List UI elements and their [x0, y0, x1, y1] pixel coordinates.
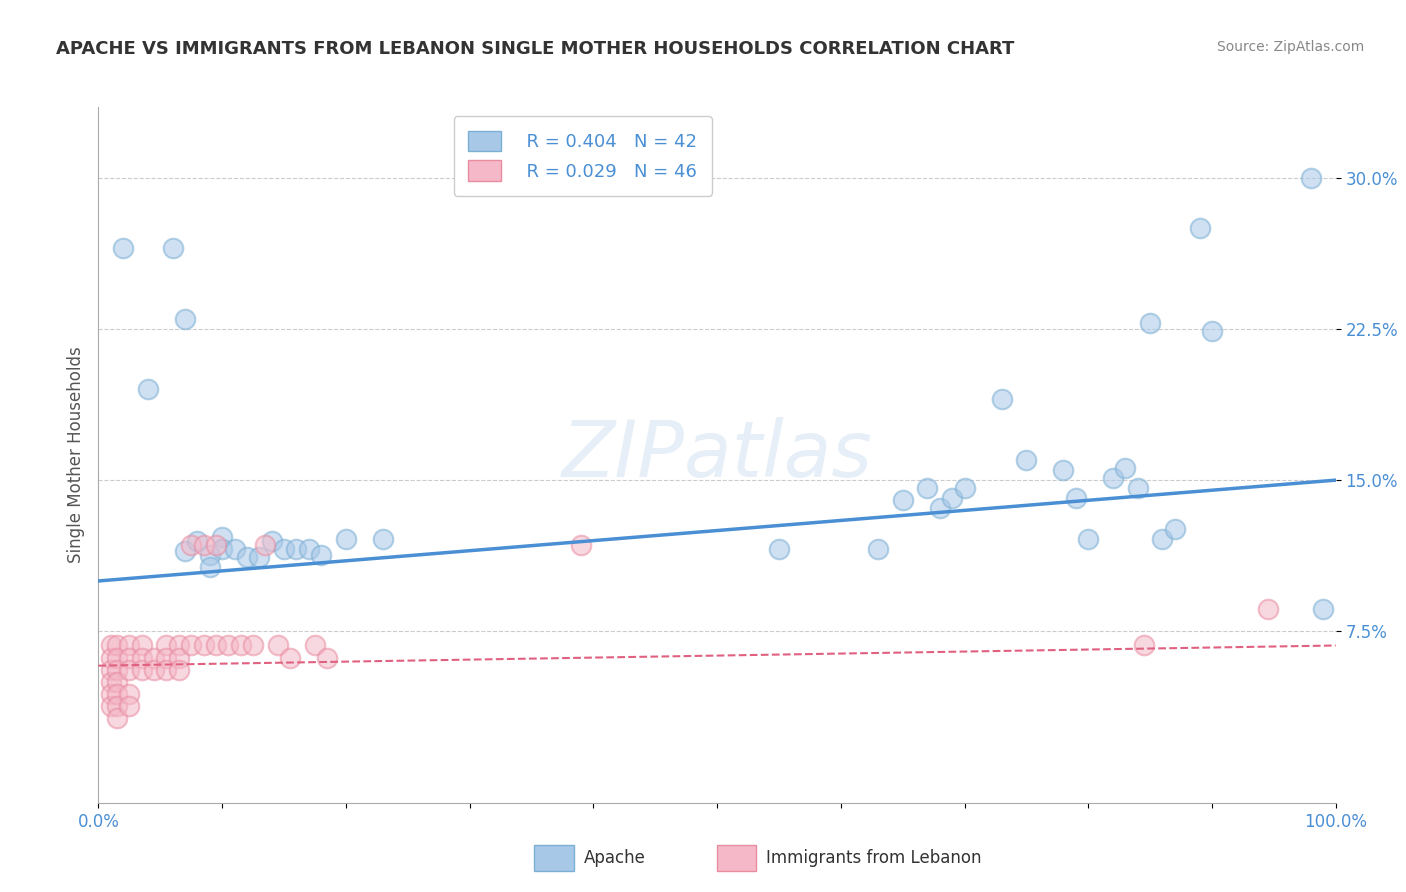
Text: Source: ZipAtlas.com: Source: ZipAtlas.com — [1216, 40, 1364, 54]
Point — [1064, 491, 1087, 506]
Point — [100, 687, 122, 701]
Point — [205, 538, 228, 552]
Point — [131, 650, 153, 665]
Point — [155, 650, 177, 665]
Point — [1152, 532, 1174, 546]
Point — [105, 687, 128, 701]
Text: Immigrants from Lebanon: Immigrants from Lebanon — [766, 849, 981, 867]
Point — [1015, 453, 1038, 467]
Point — [211, 530, 233, 544]
Point — [105, 698, 128, 713]
Point — [229, 639, 252, 653]
Point — [891, 493, 914, 508]
Point — [1114, 461, 1136, 475]
Point — [205, 639, 228, 653]
Point — [260, 533, 283, 548]
Point — [1126, 481, 1149, 495]
Point — [309, 548, 332, 562]
Point — [990, 392, 1012, 407]
Point — [928, 501, 950, 516]
Point — [371, 532, 394, 546]
Point — [167, 650, 190, 665]
Point — [112, 241, 135, 255]
Point — [236, 549, 259, 564]
Point — [105, 663, 128, 677]
Point — [1312, 602, 1334, 616]
Point — [131, 663, 153, 677]
Point — [162, 241, 184, 255]
Point — [193, 538, 215, 552]
Point — [118, 639, 141, 653]
Point — [180, 538, 202, 552]
Point — [118, 663, 141, 677]
Point — [186, 533, 208, 548]
Point — [155, 639, 177, 653]
Point — [211, 541, 233, 556]
Point — [143, 663, 166, 677]
Text: APACHE VS IMMIGRANTS FROM LEBANON SINGLE MOTHER HOUSEHOLDS CORRELATION CHART: APACHE VS IMMIGRANTS FROM LEBANON SINGLE… — [56, 40, 1015, 58]
Point — [143, 650, 166, 665]
Point — [136, 383, 159, 397]
Point — [198, 559, 221, 574]
Point — [1257, 602, 1279, 616]
Point — [273, 541, 295, 556]
Point — [118, 650, 141, 665]
Point — [1052, 463, 1074, 477]
Point — [278, 650, 301, 665]
Point — [316, 650, 339, 665]
Point — [105, 650, 128, 665]
Point — [1133, 639, 1156, 653]
Point — [917, 481, 939, 495]
Point — [866, 541, 889, 556]
Point — [105, 639, 128, 653]
Point — [198, 548, 221, 562]
Point — [1164, 522, 1187, 536]
Point — [174, 311, 197, 326]
Point — [118, 698, 141, 713]
Point — [285, 541, 308, 556]
Point — [118, 687, 141, 701]
Point — [335, 532, 357, 546]
Point — [174, 543, 197, 558]
Point — [768, 541, 790, 556]
Point — [224, 541, 246, 556]
Point — [254, 538, 277, 552]
Point — [100, 639, 122, 653]
Point — [105, 711, 128, 725]
Point — [1102, 471, 1125, 485]
Point — [100, 663, 122, 677]
Point — [1201, 324, 1223, 338]
Point — [217, 639, 239, 653]
Point — [167, 639, 190, 653]
Point — [100, 674, 122, 689]
Text: Apache: Apache — [583, 849, 645, 867]
Point — [247, 549, 270, 564]
Point — [298, 541, 321, 556]
Point — [193, 639, 215, 653]
Point — [131, 639, 153, 653]
Point — [1077, 532, 1099, 546]
Point — [105, 674, 128, 689]
Point — [941, 491, 963, 506]
Point — [1139, 316, 1161, 330]
Legend:   R = 0.404   N = 42,   R = 0.029   N = 46: R = 0.404 N = 42, R = 0.029 N = 46 — [454, 116, 711, 195]
Point — [167, 663, 190, 677]
Y-axis label: Single Mother Households: Single Mother Households — [66, 347, 84, 563]
Point — [242, 639, 264, 653]
Text: ZIPatlas: ZIPatlas — [561, 417, 873, 493]
Point — [569, 538, 592, 552]
Point — [1299, 170, 1322, 185]
Point — [155, 663, 177, 677]
Point — [953, 481, 976, 495]
Point — [304, 639, 326, 653]
Point — [180, 639, 202, 653]
Point — [100, 650, 122, 665]
Point — [1188, 221, 1211, 235]
Point — [267, 639, 290, 653]
Point — [100, 698, 122, 713]
